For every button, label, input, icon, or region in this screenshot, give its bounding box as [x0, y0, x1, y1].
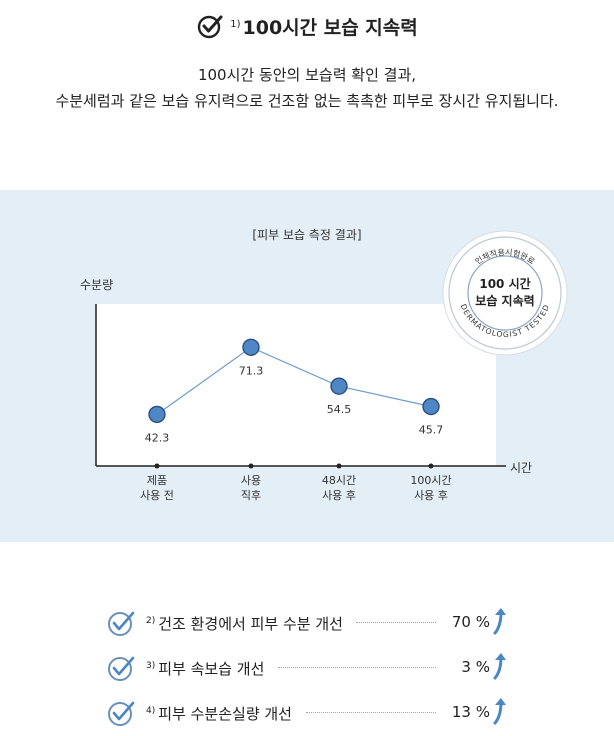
- check-circle-icon: [106, 608, 136, 642]
- result-row: 3) 피부 속보습 개선 3 %: [100, 645, 520, 690]
- check-circle-icon: [196, 12, 224, 45]
- result-value: 13 %: [451, 703, 490, 721]
- arrow-up-icon: [492, 651, 508, 685]
- dermatologist-tested-badge: 인체적용시험완료 DERMATOLOGIST TESTED 100 시간 보습 …: [440, 228, 570, 358]
- plot-area: [96, 304, 496, 466]
- data-label: 54.5: [327, 403, 352, 416]
- leader-dots: [356, 622, 436, 623]
- result-label: 피부 속보습 개선: [158, 660, 265, 678]
- result-label: 건조 환경에서 피부 수분 개선: [158, 615, 343, 633]
- title-footnote-ref: 1): [230, 18, 241, 30]
- x-tick-label: 사용: [241, 474, 261, 487]
- description-line-2: 수분세럼과 같은 보습 유지력으로 건조함 없는 촉촉한 피부로 장시간 유지됩…: [55, 92, 559, 110]
- result-value: 70 %: [451, 613, 490, 631]
- x-tick-label: 48시간: [322, 474, 356, 487]
- x-tick: [336, 463, 342, 469]
- data-point: [422, 397, 440, 416]
- data-point: [148, 405, 166, 424]
- data-label: 42.3: [145, 431, 170, 444]
- title-text: 100시간 보습 지속력: [242, 17, 418, 39]
- y-axis-label: 수분량: [80, 278, 114, 292]
- data-point: [330, 377, 348, 395]
- check-circle-icon: [106, 698, 136, 732]
- footnote-ref: 3): [146, 661, 156, 671]
- data-point: [242, 338, 260, 356]
- x-tick-label: 제품: [147, 474, 167, 487]
- results-list: 2) 건조 환경에서 피부 수분 개선 70 % 3) 피부 속보습 개선 3 % …: [100, 600, 520, 735]
- description: 100시간 동안의 보습력 확인 결과, 수분세럼과 같은 보습 유지력으로 건…: [0, 62, 614, 114]
- series-line: [156, 346, 432, 415]
- result-row: 4) 피부 수분손실량 개선 13 %: [100, 690, 520, 735]
- footnote-ref: 2): [146, 616, 156, 626]
- x-tick-label: 사용 후: [322, 489, 356, 502]
- section-title: 1) 100시간 보습 지속력: [0, 12, 614, 45]
- x-tick: [154, 463, 160, 469]
- x-tick: [248, 463, 254, 469]
- badge-main-line-2: 보습 지속력: [475, 293, 534, 308]
- x-tick-label: 사용 후: [414, 489, 448, 502]
- badge-main-line-1: 100 시간: [479, 276, 530, 291]
- result-value: 3 %: [461, 658, 490, 676]
- chart-title: [피부 보습 측정 결과]: [252, 228, 362, 242]
- result-label: 피부 수분손실량 개선: [158, 705, 292, 723]
- arrow-up-icon: [492, 606, 508, 640]
- data-label: 71.3: [239, 364, 264, 377]
- header-section: 1) 100시간 보습 지속력 100시간 동안의 보습력 확인 결과, 수분세럼…: [0, 0, 614, 190]
- leader-dots: [306, 712, 436, 713]
- check-circle-icon: [106, 653, 136, 687]
- x-tick-label: 사용 전: [140, 489, 174, 502]
- x-axis-label: 시간: [510, 461, 533, 475]
- x-tick-label: 직후: [241, 489, 261, 502]
- arrow-up-icon: [492, 696, 508, 730]
- result-row: 2) 건조 환경에서 피부 수분 개선 70 %: [100, 600, 520, 645]
- leader-dots: [278, 667, 436, 668]
- data-label: 45.7: [419, 424, 444, 437]
- footnote-ref: 4): [146, 706, 156, 716]
- x-tick: [428, 463, 434, 469]
- x-tick-label: 100시간: [410, 474, 451, 487]
- description-line-1: 100시간 동안의 보습력 확인 결과,: [197, 66, 417, 84]
